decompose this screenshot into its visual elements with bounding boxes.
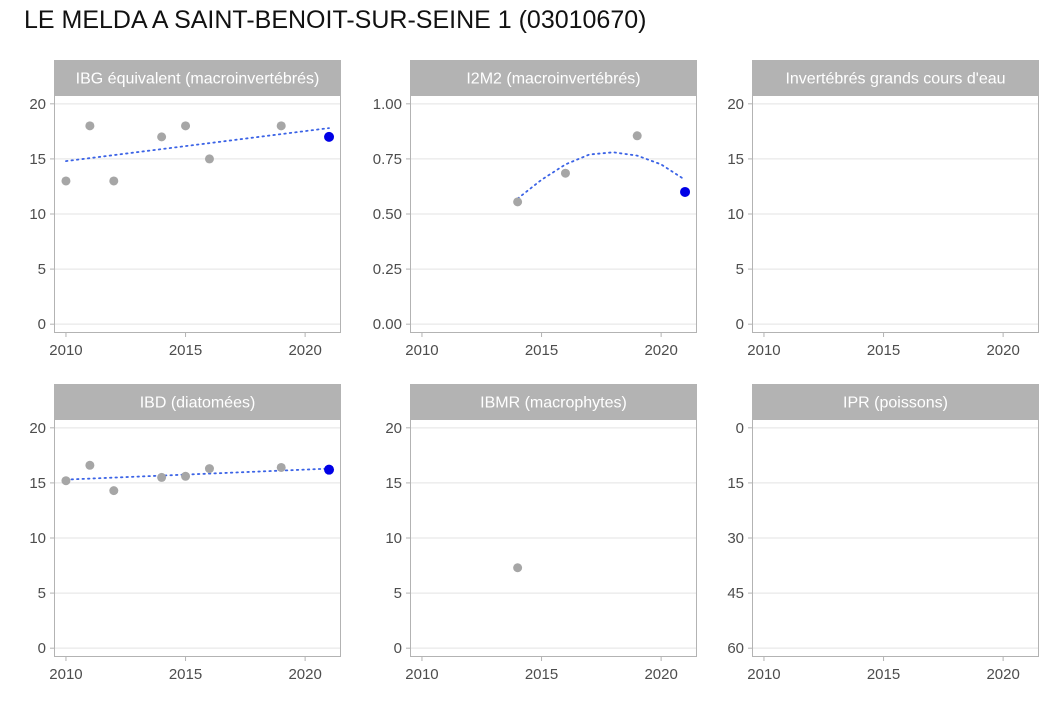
y-tick-label: 10 [727, 206, 744, 223]
panel-border [752, 95, 1039, 333]
y-tick-label: 0.75 [373, 151, 402, 168]
x-tick-label: 2010 [747, 666, 780, 683]
data-point [560, 168, 570, 178]
data-point [204, 154, 214, 164]
y-tick-label: 60 [727, 640, 744, 657]
data-point [157, 472, 167, 482]
facet-panel: Invertébrés grands cours d'eau0510152020… [727, 60, 1039, 359]
data-point [181, 471, 191, 481]
y-tick-label: 20 [29, 96, 46, 113]
panel-border [54, 419, 341, 657]
y-tick-label: 0.50 [373, 206, 402, 223]
data-point [85, 460, 95, 470]
y-tick-label: 20 [29, 420, 46, 437]
latest-data-point [680, 186, 691, 197]
y-tick-label: 10 [385, 530, 402, 547]
panel-border [410, 419, 697, 657]
y-tick-label: 0 [736, 316, 744, 333]
facet-title: I2M2 (macroinvertébrés) [466, 71, 640, 88]
y-tick-label: 1.00 [373, 96, 402, 113]
y-tick-label: 20 [385, 420, 402, 437]
x-tick-label: 2020 [644, 666, 677, 683]
data-point [276, 121, 286, 131]
latest-data-point [324, 464, 335, 475]
data-point [513, 563, 523, 573]
x-tick-label: 2020 [288, 342, 321, 359]
panel-border [752, 419, 1039, 657]
facet-title: IPR (poissons) [843, 395, 948, 412]
data-point [61, 176, 71, 186]
trend-line [65, 467, 330, 481]
x-tick-label: 2010 [747, 342, 780, 359]
facet-panel: I2M2 (macroinvertébrés) 0.00 0.25 0.50 0.75 1… [373, 60, 697, 359]
facet-strip [752, 60, 1039, 95]
facet-title: IBMR (macrophytes) [480, 395, 627, 412]
latest-data-point [324, 131, 335, 142]
data-point [61, 476, 71, 486]
x-tick-label: 2010 [49, 666, 82, 683]
x-tick-label: 2015 [169, 342, 202, 359]
y-tick-label: 45 [727, 585, 744, 602]
x-tick-label: 2020 [644, 342, 677, 359]
x-tick-label: 2015 [169, 666, 202, 683]
facet-strip [410, 384, 697, 419]
data-point [85, 121, 95, 131]
y-tick-label: 0 [394, 640, 402, 657]
data-point [204, 464, 214, 474]
y-tick-label: 5 [38, 585, 46, 602]
y-tick-label: 5 [38, 261, 46, 278]
facet-panel: IBG équivalent (macroinvertébrés) 0 5 10 15 2… [29, 60, 341, 359]
facet-strip [410, 60, 697, 95]
facet-strip [752, 384, 1039, 419]
x-tick-label: 2015 [867, 666, 900, 683]
y-tick-label: 0.25 [373, 261, 402, 278]
trend-line [65, 127, 330, 163]
x-tick-label: 2010 [49, 342, 82, 359]
y-tick-label: 15 [29, 475, 46, 492]
data-point [109, 486, 119, 496]
data-point [513, 197, 523, 207]
x-tick-label: 2015 [525, 342, 558, 359]
y-tick-label: 20 [727, 96, 744, 113]
x-tick-label: 2020 [288, 666, 321, 683]
facet-strip [54, 60, 341, 95]
page-title: LE MELDA A SAINT-BENOIT-SUR-SEINE 1 (030… [24, 6, 647, 34]
y-tick-label: 15 [385, 475, 402, 492]
y-tick-label: 5 [394, 585, 402, 602]
y-tick-label: 15 [727, 475, 744, 492]
y-tick-label: 5 [736, 261, 744, 278]
facet-title: Invertébrés grands cours d'eau [785, 71, 1005, 88]
x-tick-label: 2015 [867, 342, 900, 359]
facet-strip [54, 384, 341, 419]
y-tick-label: 10 [29, 206, 46, 223]
panel-border [410, 95, 697, 333]
panel-border [54, 95, 341, 333]
x-tick-label: 2015 [525, 666, 558, 683]
y-tick-label: 30 [727, 530, 744, 547]
data-point [109, 176, 119, 186]
y-tick-label: 0 [38, 640, 46, 657]
data-point [157, 132, 167, 142]
data-point [276, 462, 286, 472]
facet-panel: IBMR (macrophytes) 0 5 10 15 20 2010 2015 2020 [385, 384, 697, 683]
x-tick-label: 2020 [986, 342, 1019, 359]
y-tick-label: 10 [29, 530, 46, 547]
data-point [632, 131, 642, 141]
data-point [181, 121, 191, 131]
y-tick-label: 15 [727, 151, 744, 168]
y-tick-label: 0.00 [373, 316, 402, 333]
y-tick-label: 15 [29, 151, 46, 168]
x-tick-label: 2010 [405, 666, 438, 683]
facet-title: IBG équivalent (macroinvertébrés) [76, 71, 320, 88]
y-tick-label: 0 [38, 316, 46, 333]
y-tick-label: 0 [736, 420, 744, 437]
x-tick-label: 2020 [986, 666, 1019, 683]
facet-panel: IBD (diatomées) 0 5 10 15 20 2010 2015 2020 [29, 384, 341, 683]
x-tick-label: 2010 [405, 342, 438, 359]
trend-line [516, 151, 686, 200]
facet-title: IBD (diatomées) [140, 395, 256, 412]
